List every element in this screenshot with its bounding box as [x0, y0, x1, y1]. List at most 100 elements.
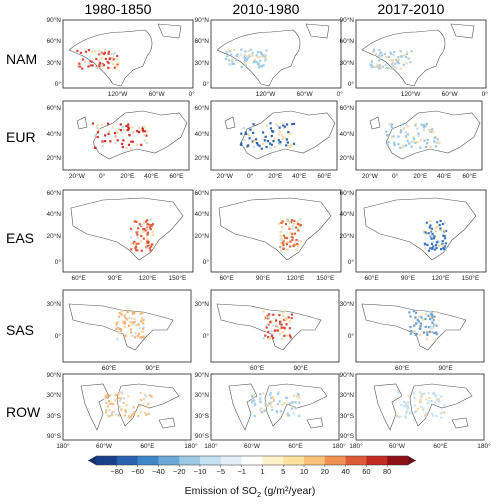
emission-cell	[127, 128, 130, 131]
emission-cell	[149, 395, 152, 398]
emission-cell	[128, 317, 131, 320]
lon-tick-label: 90°E	[146, 364, 161, 372]
emission-cell	[145, 405, 148, 408]
lon-tick-label: 60°E	[433, 442, 448, 450]
emission-cell	[118, 315, 121, 318]
column-header-2: 2010-1980	[233, 1, 300, 17]
lon-tick-label: 20°W	[362, 172, 379, 180]
emission-cell	[273, 137, 276, 140]
emission-cell	[253, 402, 256, 405]
emission-cell	[286, 412, 289, 415]
emission-cell	[114, 51, 117, 54]
coastline	[361, 23, 475, 87]
emission-cell	[415, 311, 418, 314]
emission-cell	[278, 400, 281, 403]
emission-cell	[292, 142, 296, 145]
emission-cell	[434, 393, 437, 396]
colorbar-tick-label: 5	[281, 467, 285, 476]
lon-tick-label: 90°E	[294, 364, 309, 372]
emission-cell	[270, 143, 273, 146]
emission-cell	[410, 140, 413, 143]
emission-cell	[252, 61, 255, 64]
emission-cell	[437, 398, 441, 401]
emission-cell	[115, 322, 118, 325]
colorbar-segment	[345, 456, 367, 465]
emission-cell	[134, 245, 137, 248]
emission-cell	[433, 140, 436, 143]
emission-cell	[257, 66, 260, 69]
map-panel-nam-2: 90°N 60°N 30°N 0° 120°W 60°W 0°	[194, 16, 343, 98]
colorbar-tick-label: −5	[217, 467, 226, 476]
emission-cell	[291, 236, 294, 239]
emission-cell	[438, 141, 441, 144]
colorbar-frame	[95, 455, 409, 466]
emission-cell	[113, 66, 116, 69]
emission-cell	[142, 125, 145, 128]
lon-tick-label: 60°W	[149, 90, 166, 98]
lon-tick-label: 150°E	[462, 274, 480, 282]
emission-cell	[387, 141, 390, 144]
emission-cell	[432, 245, 435, 248]
emission-cell	[135, 143, 138, 146]
emission-cell	[140, 223, 144, 227]
emission-cell	[124, 317, 127, 320]
emission-cell	[87, 65, 90, 68]
emission-cell	[379, 55, 382, 58]
emission-cell	[107, 122, 110, 125]
emission-cell	[429, 224, 432, 227]
emission-cell	[260, 407, 263, 410]
emission-cell	[397, 62, 400, 65]
emission-cell	[415, 410, 418, 413]
emission-cell	[379, 51, 382, 55]
emission-cell	[135, 220, 138, 223]
emission-cell	[151, 243, 154, 246]
emission-cell	[279, 143, 282, 146]
map-frame	[62, 19, 194, 89]
emission-cell	[434, 244, 437, 247]
colorbar-segment	[220, 456, 242, 465]
lon-tick-label: 180°	[477, 442, 491, 450]
emission-cell	[79, 63, 82, 66]
emission-cell	[401, 145, 404, 148]
emission-cell	[149, 218, 152, 221]
emission-cell	[138, 404, 141, 407]
lon-tick-label: 0°	[392, 172, 399, 180]
emission-cell	[150, 245, 153, 248]
emission-cell	[286, 334, 289, 337]
lat-tick-label: 60°N	[339, 104, 354, 112]
emission-cell	[291, 239, 294, 242]
emission-cell	[405, 123, 408, 126]
emission-cell	[385, 130, 388, 133]
emission-cell	[259, 393, 262, 396]
emission-cell	[420, 393, 423, 396]
emission-cell	[378, 57, 382, 60]
lat-tick-label: 40°N	[46, 210, 61, 218]
emission-cell	[240, 48, 243, 51]
emission-cell	[412, 136, 415, 139]
emission-cell	[288, 225, 291, 229]
emission-cell	[123, 335, 126, 338]
emission-cell	[433, 248, 437, 251]
emission-cell	[258, 59, 261, 62]
emission-cell	[97, 59, 100, 62]
emission-cell	[256, 62, 259, 65]
lat-tick-label: 0°	[348, 80, 355, 88]
emission-cell	[440, 416, 443, 419]
lon-tick-label: 60°W	[244, 442, 261, 450]
emission-cell	[412, 392, 415, 395]
emission-cell	[414, 124, 417, 127]
emission-cell	[427, 232, 430, 235]
coastline	[361, 303, 467, 351]
emission-cell	[269, 321, 272, 324]
emission-cell	[393, 143, 396, 147]
emission-cell	[253, 58, 256, 61]
emission-cell	[116, 65, 119, 68]
emission-cell	[441, 242, 444, 245]
lon-tick-label: 20°W	[217, 172, 234, 180]
emission-cluster	[422, 219, 448, 252]
emission-cell	[418, 391, 421, 394]
emission-cell	[429, 310, 432, 313]
emission-cluster	[251, 391, 301, 418]
emission-cell	[272, 337, 275, 340]
emission-cell	[279, 327, 282, 330]
